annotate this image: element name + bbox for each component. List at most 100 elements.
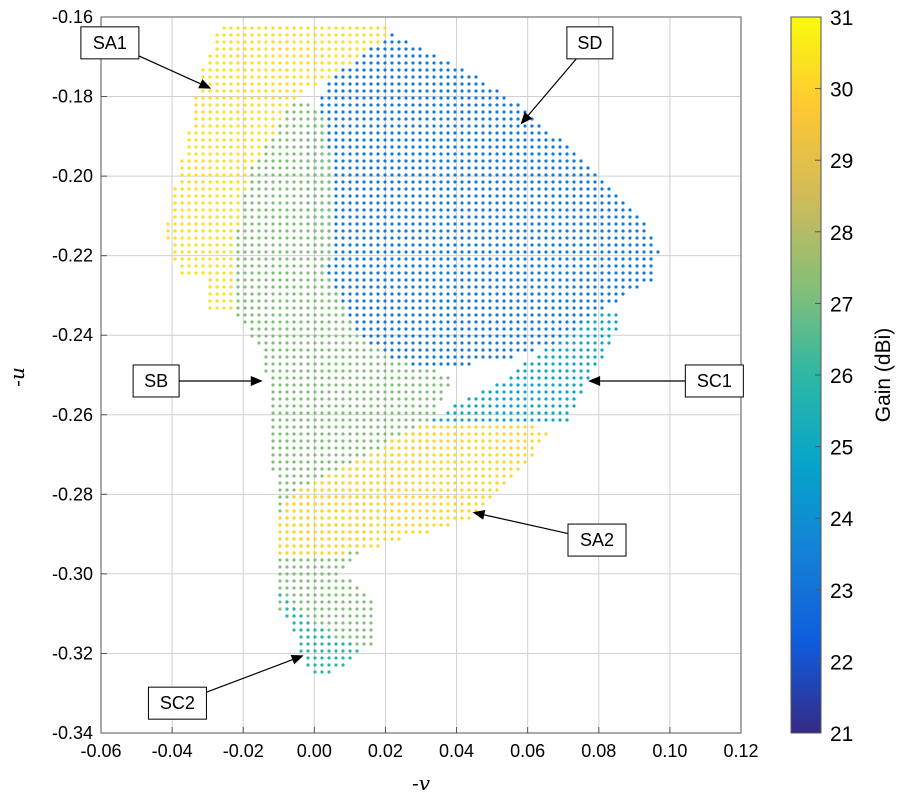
data-point <box>649 236 653 240</box>
data-point <box>313 390 317 394</box>
data-point <box>446 201 450 205</box>
data-point <box>537 390 541 394</box>
data-point <box>530 418 534 422</box>
data-point <box>278 600 282 604</box>
data-point <box>285 509 289 513</box>
data-point <box>488 103 492 107</box>
data-point <box>579 187 583 191</box>
data-point <box>201 264 205 268</box>
data-point <box>306 474 310 478</box>
data-point <box>474 460 478 464</box>
data-point <box>334 299 338 303</box>
data-point <box>299 383 303 387</box>
data-point <box>334 208 338 212</box>
annotation-sb: SB <box>132 364 263 398</box>
data-point <box>278 516 282 520</box>
data-point <box>348 397 352 401</box>
data-point <box>334 362 338 366</box>
data-point <box>558 320 562 324</box>
data-point <box>453 187 457 191</box>
data-point <box>376 355 380 359</box>
data-point <box>173 194 177 198</box>
data-point <box>355 292 359 296</box>
data-point <box>432 306 436 310</box>
data-point <box>369 33 373 37</box>
data-point <box>544 229 548 233</box>
data-point <box>215 103 219 107</box>
data-point <box>418 516 422 520</box>
data-point <box>320 306 324 310</box>
data-point <box>446 474 450 478</box>
data-point <box>376 173 380 177</box>
data-point <box>579 180 583 184</box>
data-point <box>306 194 310 198</box>
data-point <box>208 117 212 121</box>
data-point <box>404 208 408 212</box>
data-point <box>250 299 254 303</box>
data-point <box>327 215 331 219</box>
data-point <box>348 495 352 499</box>
data-point <box>327 306 331 310</box>
x-tick-label: -0.04 <box>152 741 193 761</box>
data-point <box>327 642 331 646</box>
data-point <box>425 278 429 282</box>
data-point <box>355 551 359 555</box>
data-point <box>516 292 520 296</box>
data-point <box>229 47 233 51</box>
data-point <box>404 362 408 366</box>
data-point <box>362 425 366 429</box>
data-point <box>439 327 443 331</box>
data-point <box>173 222 177 226</box>
data-point <box>306 229 310 233</box>
data-point <box>523 446 527 450</box>
data-point <box>544 250 548 254</box>
data-point <box>299 516 303 520</box>
data-point <box>586 236 590 240</box>
data-point <box>467 334 471 338</box>
data-point <box>390 110 394 114</box>
data-point <box>397 187 401 191</box>
data-point <box>600 264 604 268</box>
data-point <box>502 404 506 408</box>
data-point <box>341 173 345 177</box>
data-point <box>306 432 310 436</box>
data-point <box>250 173 254 177</box>
data-point <box>264 110 268 114</box>
data-point <box>313 656 317 660</box>
data-point <box>341 180 345 184</box>
data-point <box>446 208 450 212</box>
data-point <box>306 439 310 443</box>
data-point <box>516 145 520 149</box>
data-point <box>537 320 541 324</box>
data-point <box>467 271 471 275</box>
data-point <box>229 75 233 79</box>
data-point <box>432 411 436 415</box>
data-point <box>320 138 324 142</box>
data-point <box>348 551 352 555</box>
data-point <box>404 215 408 219</box>
data-point <box>327 369 331 373</box>
data-point <box>327 334 331 338</box>
data-point <box>264 362 268 366</box>
data-point <box>341 383 345 387</box>
data-point <box>299 271 303 275</box>
y-axis-label: -u <box>5 367 29 387</box>
data-point <box>264 145 268 149</box>
data-point <box>607 208 611 212</box>
data-point <box>390 502 394 506</box>
data-point <box>313 502 317 506</box>
data-point <box>614 201 618 205</box>
data-point <box>285 390 289 394</box>
data-point <box>292 159 296 163</box>
data-point <box>425 334 429 338</box>
data-point <box>355 306 359 310</box>
data-point <box>236 285 240 289</box>
data-point <box>467 516 471 520</box>
data-point <box>544 299 548 303</box>
data-point <box>285 320 289 324</box>
data-point <box>551 313 555 317</box>
data-point <box>579 341 583 345</box>
data-point <box>208 292 212 296</box>
data-point <box>278 145 282 149</box>
data-point <box>544 264 548 268</box>
